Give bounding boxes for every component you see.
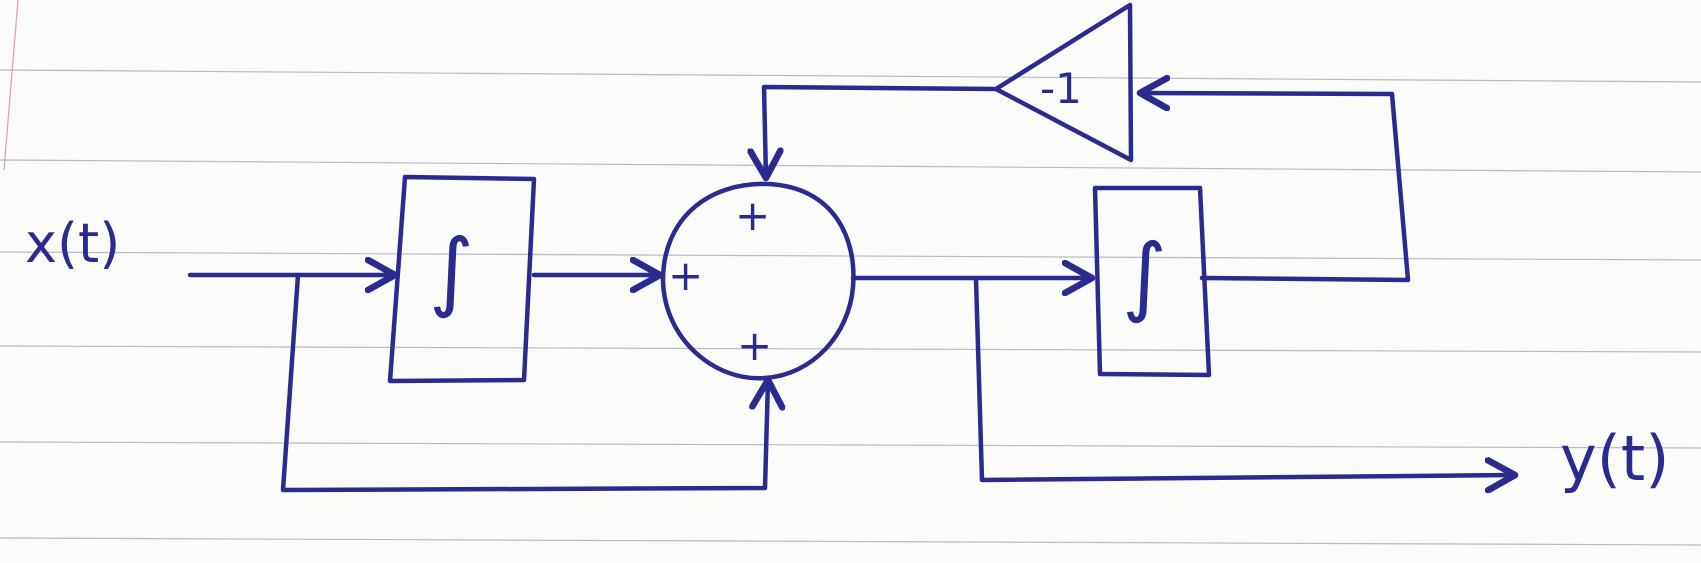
integrator-1-symbol: ∫ — [429, 221, 474, 321]
sum-sign-left: + — [668, 251, 703, 300]
integrator-1-block: ∫ — [387, 174, 537, 384]
output-label: y(t) — [1560, 422, 1669, 495]
sum-sign-bottom: + — [737, 321, 772, 370]
integrator-2-block: ∫ — [1092, 185, 1212, 378]
gain-output-line — [764, 84, 999, 178]
summing-junction: + + + — [660, 181, 856, 381]
gain-label: -1 — [1040, 64, 1082, 113]
integrator-2-output-line — [1140, 93, 1411, 283]
input-label: x(t) — [25, 212, 120, 275]
input-bypass-path — [280, 272, 768, 493]
output-branch-line — [973, 277, 1515, 480]
paper-rules — [0, 0, 1701, 546]
gain-block: -1 — [993, 2, 1134, 163]
integrator-2-symbol: ∫ — [1122, 226, 1167, 326]
sum-sign-top: + — [735, 191, 770, 240]
